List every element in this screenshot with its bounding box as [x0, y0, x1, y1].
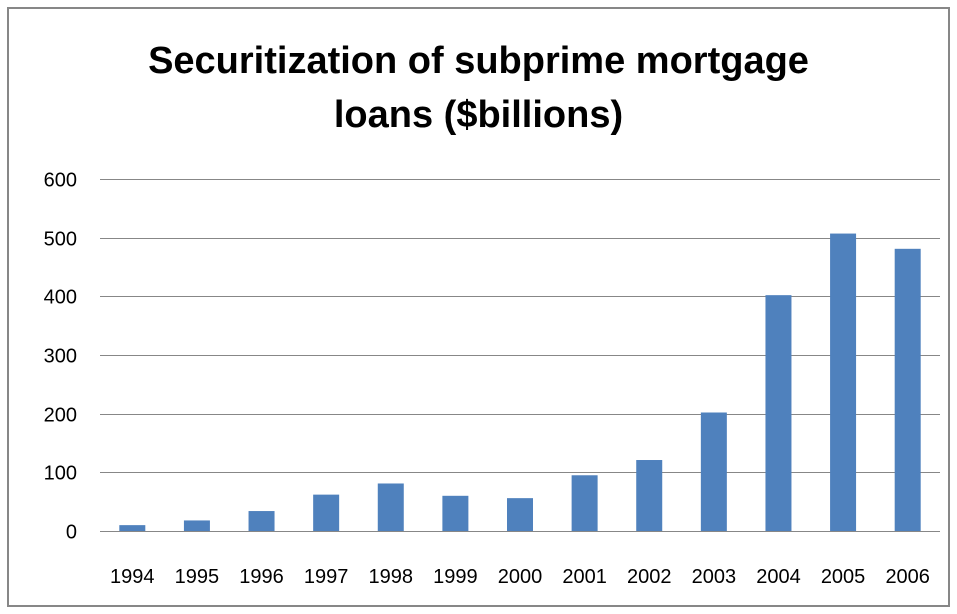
bar	[119, 525, 146, 531]
bar	[183, 520, 210, 531]
bar	[894, 248, 921, 531]
y-tick-label: 100	[44, 463, 77, 485]
bar	[248, 511, 275, 531]
x-tick-label: 1998	[369, 566, 414, 588]
bar	[313, 494, 340, 531]
bar	[377, 483, 404, 531]
x-tick-label: 1997	[304, 566, 349, 588]
x-tick-label: 2001	[562, 566, 607, 588]
bar	[765, 295, 792, 531]
y-tick-label: 200	[44, 405, 77, 427]
x-tick-label: 1999	[433, 566, 478, 588]
y-tick-label: 400	[44, 287, 77, 309]
chart-title: Securitization of subprime mortgage loan…	[148, 40, 809, 136]
x-tick-label: 2005	[821, 566, 866, 588]
bar	[700, 412, 727, 531]
bar	[507, 498, 533, 531]
x-tick-label: 2002	[627, 566, 672, 588]
y-tick-label: 500	[44, 229, 77, 251]
x-tick-label: 2004	[756, 566, 801, 588]
y-tick-label: 0	[66, 522, 77, 544]
bar	[442, 495, 469, 531]
bar	[571, 475, 598, 531]
x-tick-label: 2000	[498, 566, 543, 588]
x-tick-label: 1995	[175, 566, 220, 588]
x-tick-label: 2003	[692, 566, 737, 588]
x-tick-label: 1994	[110, 566, 155, 588]
x-tick-label: 1996	[239, 566, 284, 588]
chart-frame	[7, 7, 950, 607]
bar	[636, 460, 663, 531]
y-tick-label: 300	[44, 346, 77, 368]
x-tick-label: 2006	[885, 566, 930, 588]
y-tick-label: 600	[44, 170, 77, 192]
bar	[830, 233, 857, 531]
